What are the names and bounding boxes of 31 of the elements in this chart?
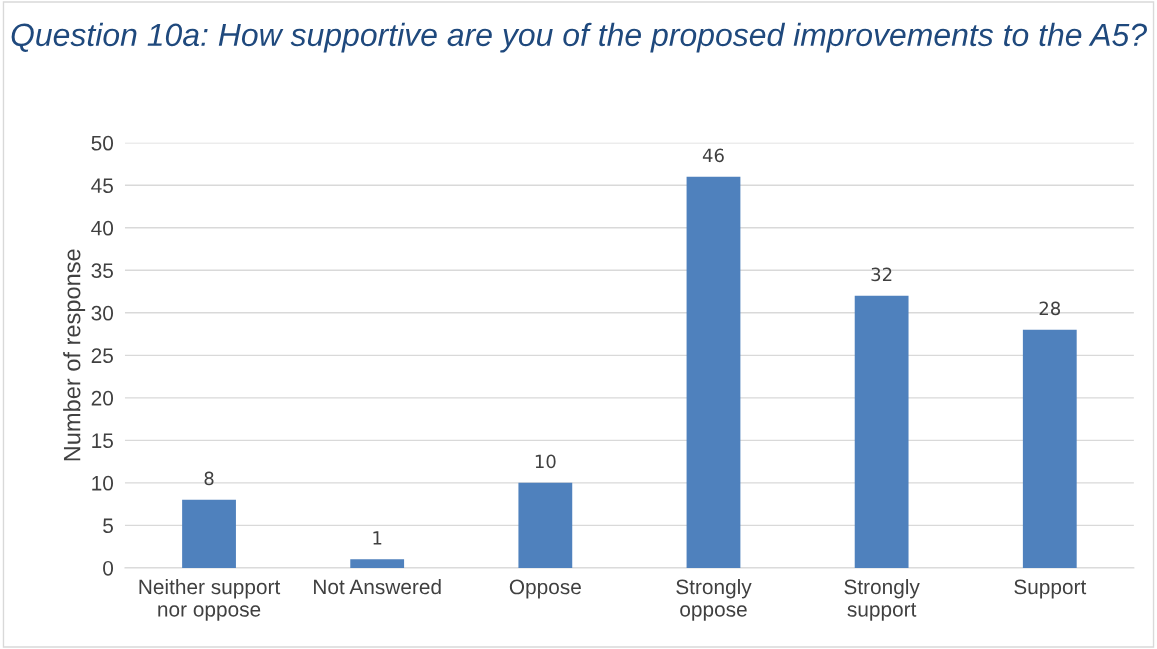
bar [686, 176, 741, 568]
data-label: 1 [373, 531, 382, 545]
x-tick-label: Not Answered [314, 578, 441, 595]
chart-title: Question 10a: How supportive are you of the proposed improvements to the A5? [11, 22, 1147, 53]
y-tick-label: 35 [91, 263, 113, 279]
x-tick-label: Oppose [509, 579, 581, 599]
data-label: 10 [535, 454, 556, 469]
y-tick-label: 30 [91, 305, 114, 321]
y-tick-label: 25 [91, 348, 113, 364]
data-label: 8 [204, 471, 214, 486]
bar [518, 482, 573, 568]
y-tick-label: 45 [91, 178, 113, 194]
x-tick-label: Strongly support [844, 578, 920, 621]
x-tick-label: Strongly oppose [676, 578, 752, 621]
data-label: 46 [702, 148, 724, 163]
x-tick-label: Support [1014, 579, 1087, 599]
x-tick-label: Neither support nor oppose [139, 578, 281, 621]
bar [350, 559, 405, 568]
y-tick-label: 5 [103, 518, 113, 534]
bar [182, 499, 236, 568]
y-tick-label: 50 [91, 135, 114, 151]
data-label: 32 [871, 267, 892, 282]
bar [854, 295, 909, 568]
bar [1022, 329, 1077, 568]
y-tick-label: 15 [92, 433, 113, 449]
y-tick-label: 0 [103, 560, 114, 576]
data-label: 28 [1039, 301, 1061, 316]
y-tick-label: 20 [91, 390, 114, 406]
y-tick-label: 40 [91, 220, 114, 236]
y-axis-title: Number of response [63, 249, 86, 461]
y-tick-label: 10 [92, 475, 114, 491]
